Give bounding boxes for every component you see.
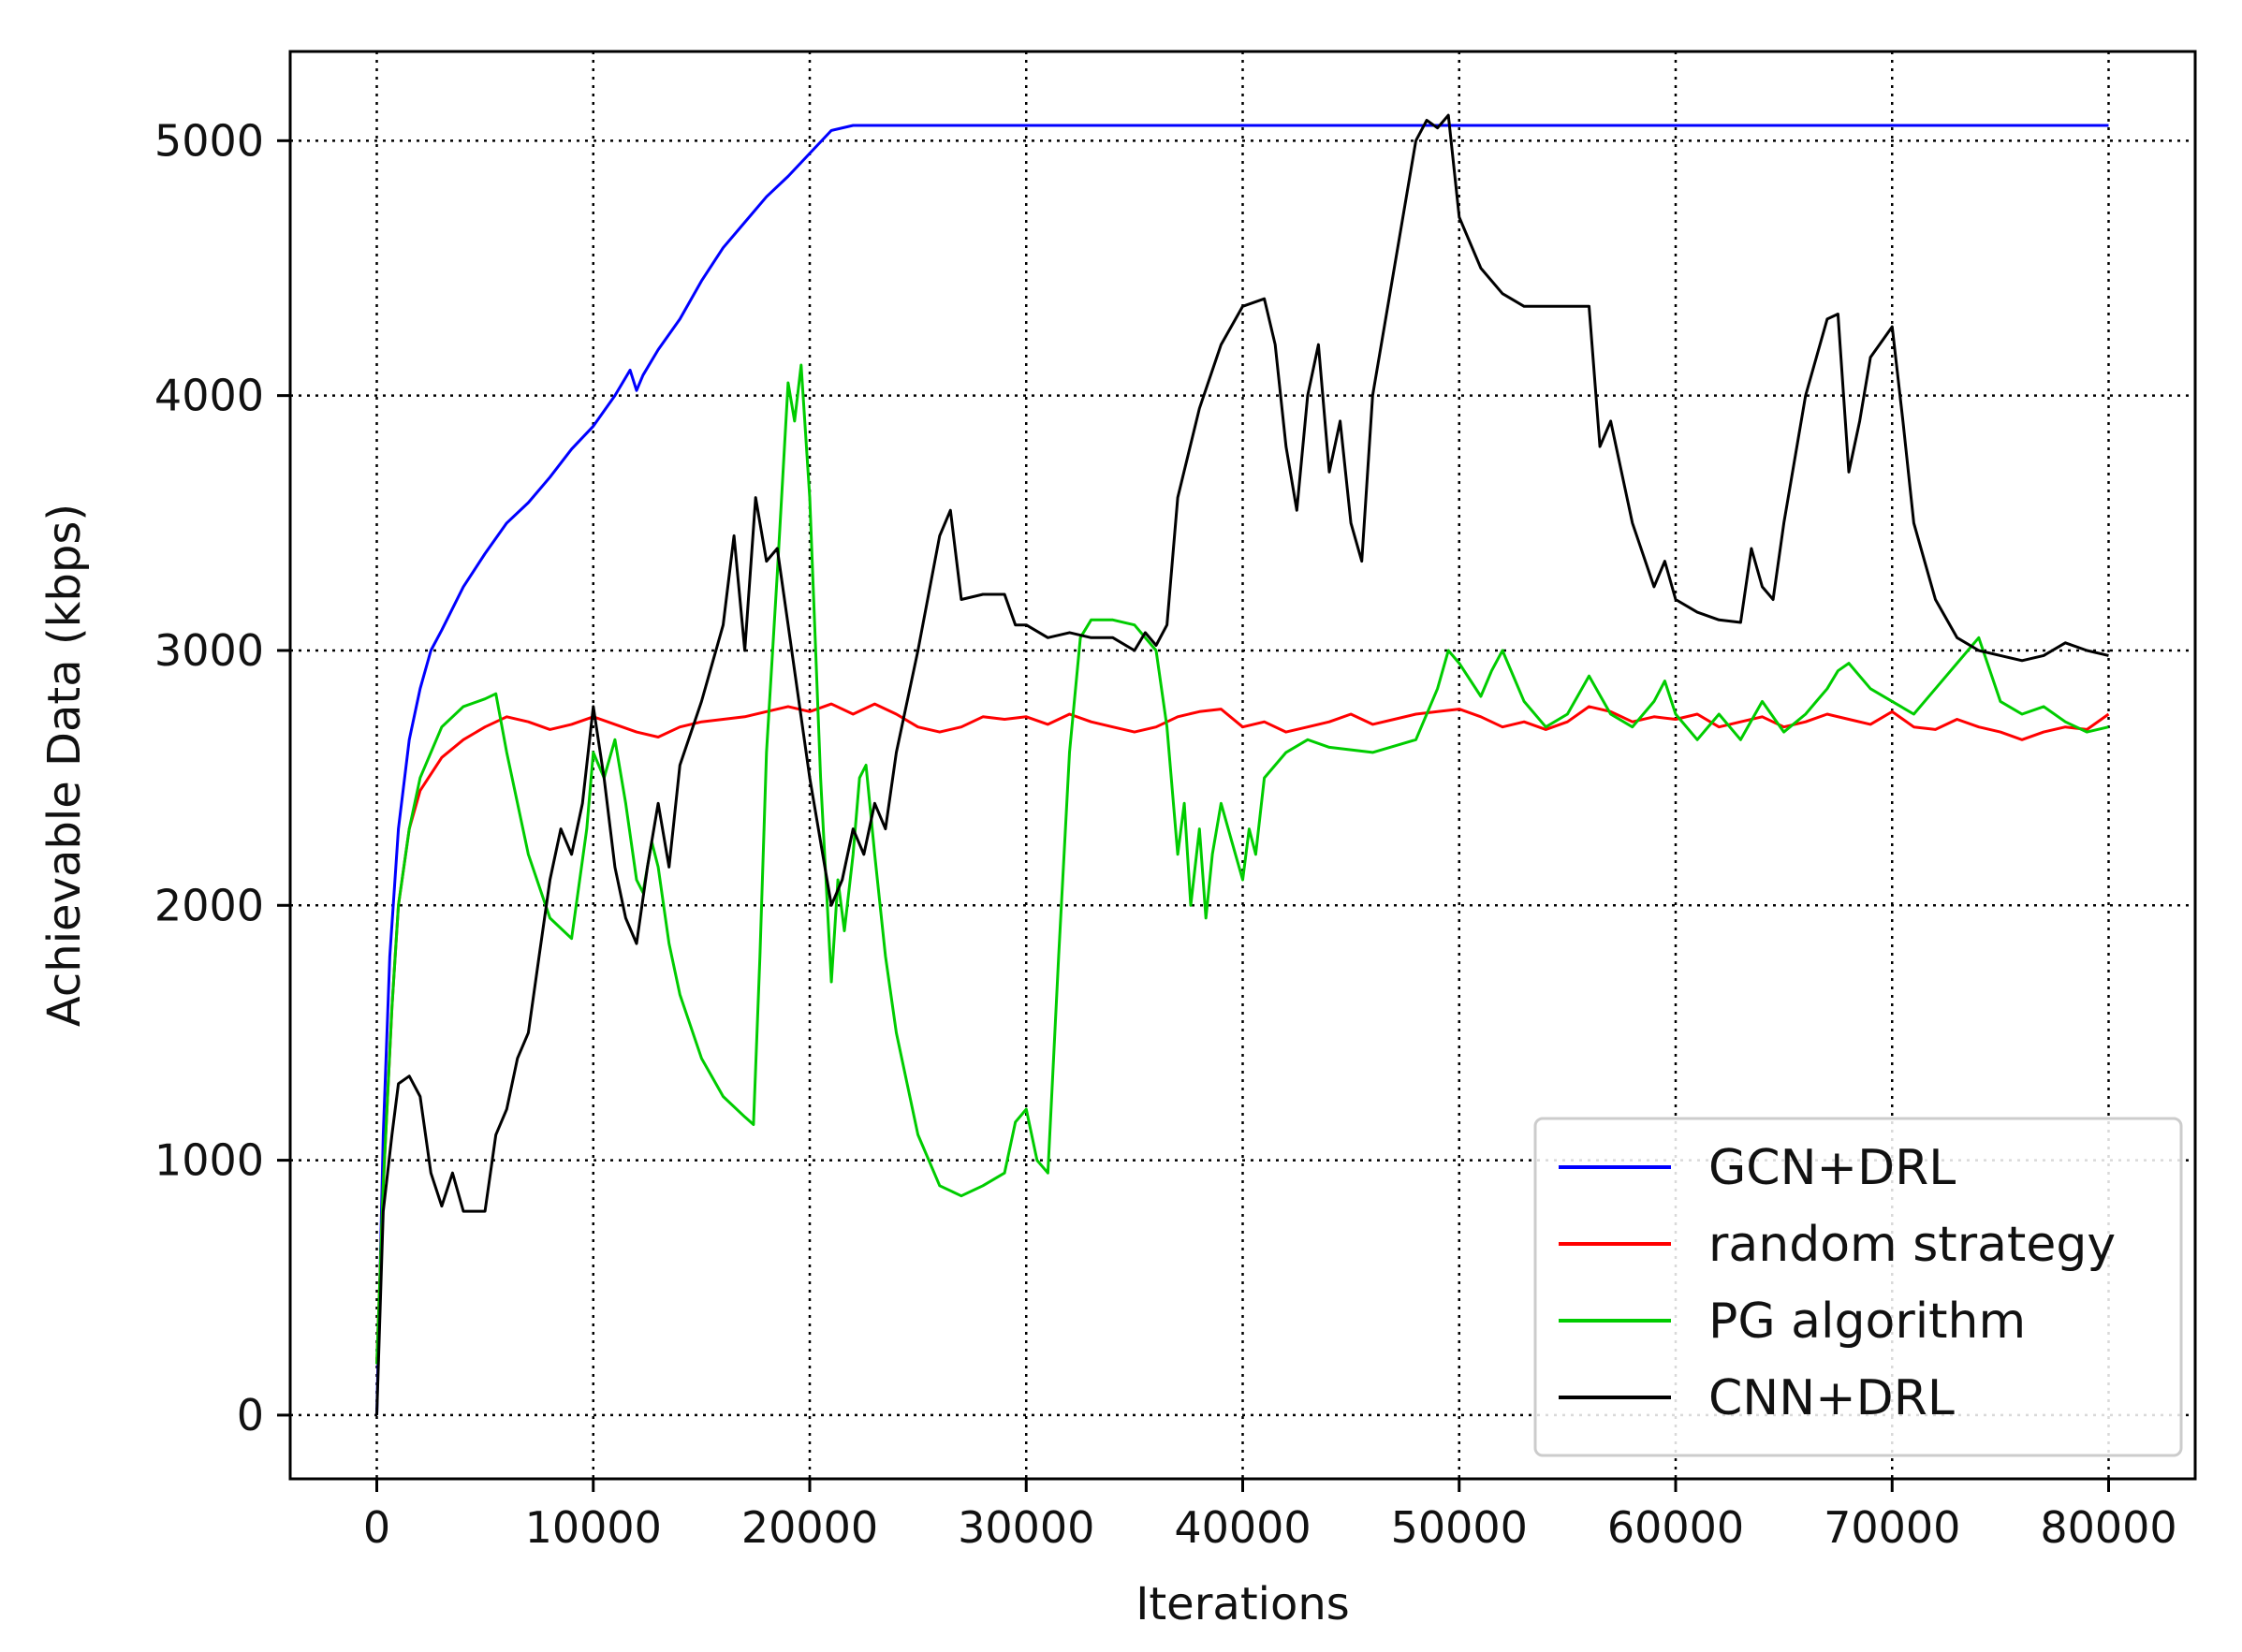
legend-label: CNN+DRL — [1708, 1370, 1955, 1426]
legend-label: PG algorithm — [1708, 1294, 2026, 1350]
y-tick-label: 0 — [237, 1390, 264, 1440]
legend-label: GCN+DRL — [1708, 1140, 1956, 1196]
y-tick-label: 5000 — [154, 115, 264, 166]
legend-label: random strategy — [1708, 1217, 2116, 1273]
x-axis-ticks: 0 10000 20000 30000 40000 50000 60000 70000 8000… — [363, 1479, 2177, 1553]
y-axis-ticks: 0 1000 2000 3000 4000 5000 — [154, 115, 290, 1440]
x-tick-label: 50000 — [1391, 1502, 1528, 1553]
legend: GCN+DRL random strategy PG algorithm CNN+DR… — [1533, 1117, 2183, 1457]
y-tick-label: 4000 — [154, 371, 264, 421]
y-tick-label: 1000 — [154, 1135, 264, 1186]
series-line-3 — [375, 113, 2109, 1415]
series-line-1 — [375, 702, 2110, 1365]
x-tick-label: 0 — [363, 1502, 390, 1553]
series-line-2 — [375, 363, 2109, 1365]
x-tick-label: 60000 — [1607, 1502, 1744, 1553]
x-tick-label: 20000 — [741, 1502, 878, 1553]
x-tick-label: 40000 — [1174, 1502, 1311, 1553]
y-axis-title: Achievable Data (kbps) — [38, 504, 91, 1027]
x-tick-label: 70000 — [1824, 1502, 1960, 1553]
y-tick-label: 3000 — [154, 625, 264, 676]
grid-lines — [290, 51, 2195, 1479]
series-lines — [375, 113, 2110, 1415]
y-tick-label: 2000 — [154, 880, 264, 930]
x-axis-title: Iterations — [1136, 1578, 1350, 1630]
series-line-0 — [375, 124, 2109, 1415]
legend-box — [1533, 1117, 2183, 1457]
x-tick-label: 10000 — [525, 1502, 662, 1553]
x-tick-label: 30000 — [958, 1502, 1094, 1553]
x-tick-label: 80000 — [2040, 1502, 2176, 1553]
